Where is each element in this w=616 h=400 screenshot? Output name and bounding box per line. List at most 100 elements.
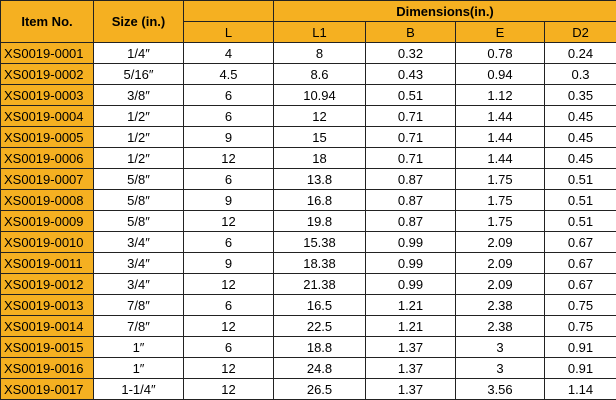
cell: 12 [273,105,366,127]
cell: 19.8 [273,210,366,232]
cell: 16.8 [273,189,366,211]
cell: 1.12 [455,84,545,106]
cell: 5/8″ [93,189,184,211]
cell: 9 [183,189,274,211]
cell: 1.44 [455,105,545,127]
cell: 1.75 [455,189,545,211]
header-cell: E [455,21,545,43]
cell: 0.71 [365,147,456,169]
cell: 8.6 [273,63,366,85]
cell: 0.78 [455,42,545,64]
table-row: XS0019-0003 3/8″ 6 10.94 0.51 1.12 0.35 [0,84,616,106]
table-row: XS0019-0008 5/8″ 9 16.8 0.87 1.75 0.51 [0,189,616,211]
cell: 0.43 [365,63,456,85]
table-row: XS0019-0012 3/4″ 12 21.38 0.99 2.09 0.67 [0,273,616,295]
table-row: XS0019-0004 1/2″ 6 12 0.71 1.44 0.45 [0,105,616,127]
item-cell: XS0019-0006 [0,147,94,169]
cell: 15.38 [273,231,366,253]
cell: 18.8 [273,336,366,358]
item-cell: XS0019-0002 [0,63,94,85]
cell: 12 [183,315,274,337]
cell: 6 [183,231,274,253]
cell: 8 [273,42,366,64]
header-cell: Item No. [0,0,94,43]
cell: 12 [183,210,274,232]
item-cell: XS0019-0007 [0,168,94,190]
cell: 2.38 [455,315,545,337]
cell: 0.24 [543,42,616,64]
header-row: Item No. Size (in.) Dimensions(in.) [0,0,616,43]
cell: 0.99 [365,231,456,253]
cell: 0.99 [365,273,456,295]
item-cell: XS0019-0016 [0,357,94,379]
table-row: XS0019-0009 5/8″ 12 19.8 0.87 1.75 0.51 [0,210,616,232]
table-row: XS0019-0017 1-1/4″ 12 26.5 1.37 3.56 1.14 [0,378,616,400]
cell: 1/2″ [93,126,184,148]
cell: 6 [183,105,274,127]
cell: 18 [273,147,366,169]
cell: 1.14 [543,378,616,400]
table-row: XS0019-0001 1/4″ 4 8 0.32 0.78 0.24 [0,42,616,64]
cell: 0.87 [365,168,456,190]
item-cell: XS0019-0011 [0,252,94,274]
cell: 0.71 [365,105,456,127]
cell: 1.75 [455,168,545,190]
cell: 0.71 [365,126,456,148]
cell: 3/8″ [93,84,184,106]
cell: 10.94 [273,84,366,106]
cell: 0.67 [543,231,616,253]
table-row: XS0019-0014 7/8″ 12 22.5 1.21 2.38 0.75 [0,315,616,337]
table-row: XS0019-0015 1″ 6 18.8 1.37 3 0.91 [0,336,616,358]
header-cell: L [183,21,274,43]
cell: 0.94 [455,63,545,85]
cell: 0.87 [365,189,456,211]
header-cell: D2 [543,21,616,43]
cell: 0.51 [365,84,456,106]
cell: 1″ [93,336,184,358]
item-cell: XS0019-0015 [0,336,94,358]
cell: 0.75 [543,315,616,337]
header-cell: L1 [273,21,366,43]
cell: 5/8″ [93,168,184,190]
table-row: XS0019-0006 1/2″ 12 18 0.71 1.44 0.45 [0,147,616,169]
item-cell: XS0019-0009 [0,210,94,232]
cell: 0.3 [543,63,616,85]
cell: 6 [183,168,274,190]
cell: 22.5 [273,315,366,337]
cell: 0.91 [543,357,616,379]
cell: 3/4″ [93,252,184,274]
cell: 6 [183,336,274,358]
cell: 12 [183,147,274,169]
cell: 3.56 [455,378,545,400]
cell: 13.8 [273,168,366,190]
cell: 15 [273,126,366,148]
cell: 0.35 [543,84,616,106]
cell: 4 [183,42,274,64]
item-cell: XS0019-0010 [0,231,94,253]
cell: 1.37 [365,336,456,358]
cell: 2.38 [455,294,545,316]
table-row: XS0019-0010 3/4″ 6 15.38 0.99 2.09 0.67 [0,231,616,253]
table-row: XS0019-0005 1/2″ 9 15 0.71 1.44 0.45 [0,126,616,148]
cell: 24.8 [273,357,366,379]
cell: 16.5 [273,294,366,316]
header-cell: B [365,21,456,43]
cell: 3/4″ [93,231,184,253]
cell: 1.44 [455,147,545,169]
cell: 1″ [93,357,184,379]
cell: 1.37 [365,357,456,379]
table-row: XS0019-0002 5/16″ 4.5 8.6 0.43 0.94 0.3 [0,63,616,85]
cell: 7/8″ [93,315,184,337]
header-group: Dimensions(in.) [272,0,616,22]
cell: 5/8″ [93,210,184,232]
item-cell: XS0019-0005 [0,126,94,148]
cell: 0.32 [365,42,456,64]
cell: 7/8″ [93,294,184,316]
cell: 6 [183,294,274,316]
table-header: Item No. Size (in.) Dimensions(in.) L L1 B… [0,0,616,43]
cell: 1.75 [455,210,545,232]
cell: 1.37 [365,378,456,400]
cell: 2.09 [455,231,545,253]
